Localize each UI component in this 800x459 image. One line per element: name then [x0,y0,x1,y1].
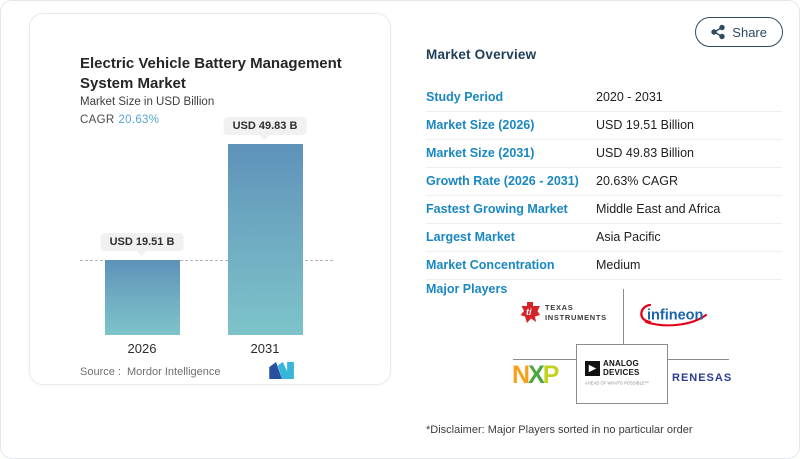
chart-subtitle: Market Size in USD Billion [80,96,215,108]
svg-text:infineon: infineon [647,308,703,324]
row-value: USD 49.83 Billion [596,146,694,160]
bar-2026 [105,260,180,335]
chart-card: Electric Vehicle Battery Management Syst… [29,13,391,385]
major-players-label: Major Players [426,282,508,296]
ad-line2: DEVICES [603,367,640,377]
table-row-growth-rate: Growth Rate (2026 - 2031) 20.63% CAGR [426,168,782,196]
bar-value-text-2026: USD 19.51 B [109,236,175,248]
cagr-label: CAGR [80,114,115,126]
mordor-intelligence-logo-icon [269,362,294,379]
share-icon [711,24,725,40]
renesas-logo: RENESAS [672,372,733,384]
table-row-market-concentration: Market Concentration Medium [426,252,782,280]
infineon-wordmark-icon: infineon [640,303,708,327]
nxp-logo: NXP [512,361,560,389]
market-overview-heading: Market Overview [426,47,537,62]
cagr-line: CAGR 20.63% [80,114,159,126]
infineon-logo: infineon [636,302,710,333]
row-value: 20.63% CAGR [596,174,678,188]
cagr-value: 20.63% [118,114,160,126]
row-value: Medium [596,258,641,272]
share-button[interactable]: Share [695,17,783,47]
major-players-diagram: ti TEXAS INSTRUMENTS infineon NXP [506,289,734,407]
row-value: Asia Pacific [596,230,661,244]
row-label: Largest Market [426,230,515,244]
analog-devices-triangle-icon [585,361,600,377]
table-row-largest-market: Largest Market Asia Pacific [426,224,782,252]
disclaimer-text: *Disclaimer: Major Players sorted in no … [426,424,693,436]
row-value: Middle East and Africa [596,202,721,216]
table-row-study-period: Study Period 2020 - 2031 [426,84,782,112]
ti-wordmark: TEXAS INSTRUMENTS [545,303,607,322]
row-label: Study Period [426,90,504,104]
source-line: Source : Mordor Intelligence [80,366,221,378]
diagram-horizontal-divider-left [513,359,576,360]
chart-title: Electric Vehicle Battery Management Syst… [80,55,342,92]
source-label: Source : [80,366,121,378]
row-label: Market Concentration [426,258,555,272]
nxp-letter-x: X [528,361,545,389]
nxp-letter-p: P [542,361,560,389]
bar-value-label-2031: USD 49.83 B [223,117,307,135]
analog-devices-wordmark: ANALOG DEVICES [603,359,640,378]
row-label: Growth Rate (2026 - 2031) [426,174,579,188]
ti-line2: INSTRUMENTS [545,312,607,322]
x-axis-label-2031: 2031 [250,341,280,356]
nxp-letter-n: N [512,361,530,389]
row-label: Market Size (2026) [426,118,535,132]
ti-texas-icon: ti [520,302,540,323]
ti-line1: TEXAS [545,303,574,313]
diagram-vertical-divider [623,289,624,344]
texas-instruments-logo: ti TEXAS INSTRUMENTS [520,301,607,324]
bar-value-text-2031: USD 49.83 B [232,120,298,132]
row-value: USD 19.51 Billion [596,118,694,132]
row-label: Market Size (2031) [426,146,535,160]
market-overview-table: Study Period 2020 - 2031 Market Size (20… [426,84,782,280]
table-row-market-size-2026: Market Size (2026) USD 19.51 Billion [426,112,782,140]
bar-value-label-2026: USD 19.51 B [100,233,184,251]
row-label: Fastest Growing Market [426,202,568,216]
source-value: Mordor Intelligence [126,366,221,378]
svg-text:ti: ti [526,307,532,317]
analog-devices-mark-row: ANALOG DEVICES [585,359,660,378]
row-value: 2020 - 2031 [596,90,663,104]
bar-2031 [228,144,303,335]
table-row-market-size-2031: Market Size (2031) USD 49.83 Billion [426,140,782,168]
x-axis-label-2026: 2026 [127,341,157,356]
ad-line1: ANALOG [603,359,639,368]
analog-devices-logo: ANALOG DEVICES AHEAD OF WHAT'S POSSIBLE™ [585,359,660,390]
table-row-fastest-growing-market: Fastest Growing Market Middle East and A… [426,196,782,224]
bar-chart: USD 19.51 B USD 49.83 B 2026 2031 [80,117,342,356]
analog-devices-tagline: AHEAD OF WHAT'S POSSIBLE™ [585,380,649,386]
share-label: Share [732,24,767,40]
reference-dashed-line [80,260,333,261]
diagram-horizontal-divider-right [668,359,729,360]
